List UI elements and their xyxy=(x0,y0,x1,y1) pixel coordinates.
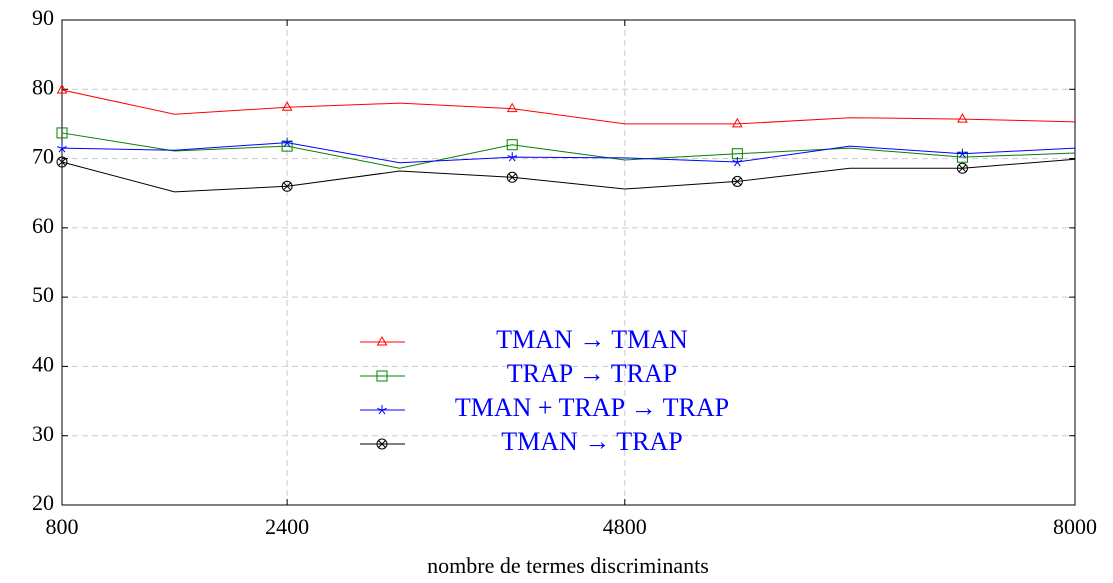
legend-label: TRAP → TRAP xyxy=(507,359,678,388)
marker xyxy=(376,438,388,450)
marker xyxy=(56,83,68,94)
marker xyxy=(281,180,293,192)
marker xyxy=(376,335,388,346)
y-tick-label: 80 xyxy=(32,74,54,99)
marker xyxy=(506,171,518,183)
marker xyxy=(506,102,518,113)
series-line xyxy=(61,89,1076,125)
y-tick-label: 90 xyxy=(32,5,54,30)
marker xyxy=(732,157,743,167)
marker xyxy=(56,156,68,168)
y-tick-label: 40 xyxy=(32,351,54,376)
y-tick-label: 30 xyxy=(32,421,54,446)
marker xyxy=(376,370,388,382)
marker xyxy=(956,162,968,174)
legend-label: TMAN → TRAP xyxy=(501,427,683,456)
legend-label: TMAN + TRAP → TRAP xyxy=(455,393,729,422)
y-tick-label: 50 xyxy=(32,282,54,307)
marker xyxy=(507,152,518,162)
y-tick-label: 20 xyxy=(32,490,54,515)
series-line xyxy=(61,132,1076,169)
series-line xyxy=(61,142,1076,164)
marker xyxy=(731,176,743,187)
marker xyxy=(957,148,968,159)
marker xyxy=(56,127,68,139)
x-tick-label: 2400 xyxy=(265,514,309,539)
marker xyxy=(282,137,293,147)
marker xyxy=(281,101,293,111)
y-tick-label: 70 xyxy=(32,144,54,169)
x-tick-label: 8000 xyxy=(1053,514,1097,539)
legend-label: TMAN → TMAN xyxy=(496,325,688,354)
marker xyxy=(957,113,968,123)
marker xyxy=(731,117,743,128)
series-line xyxy=(61,158,1076,193)
x-axis-label: nombre de termes discriminants xyxy=(427,553,709,578)
marker xyxy=(506,139,518,151)
x-tick-label: 4800 xyxy=(603,514,647,539)
marker xyxy=(377,405,387,415)
plot-frame xyxy=(61,19,1076,506)
y-tick-label: 60 xyxy=(32,213,54,238)
marker xyxy=(57,143,67,153)
x-tick-label: 800 xyxy=(46,514,79,539)
